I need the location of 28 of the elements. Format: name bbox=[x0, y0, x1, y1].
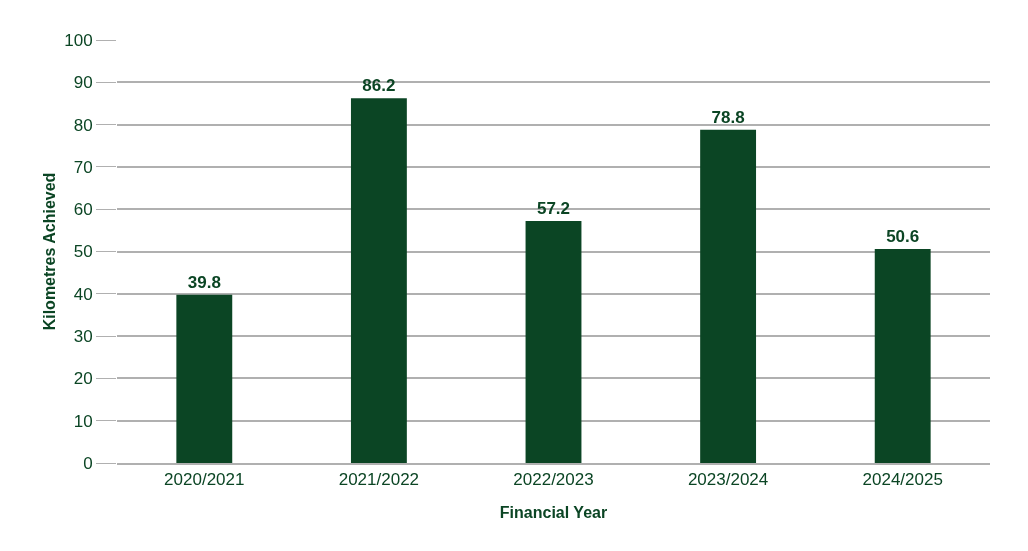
data-label: 57.2 bbox=[536, 199, 571, 219]
data-label: 78.8 bbox=[711, 107, 745, 127]
x-tick-label: 2023/2024 bbox=[687, 470, 769, 490]
y-tick-label: 0 bbox=[83, 453, 93, 473]
y-tick-label: 50 bbox=[73, 242, 93, 262]
bar bbox=[176, 294, 233, 463]
y-axis-title: Kilometres Achieved bbox=[41, 172, 59, 331]
bar bbox=[874, 248, 931, 463]
y-tick-label: 20 bbox=[73, 369, 93, 389]
y-tick-label: 10 bbox=[73, 411, 93, 431]
bar bbox=[525, 221, 582, 463]
bar bbox=[700, 129, 757, 463]
y-tick-label: 70 bbox=[73, 157, 93, 177]
data-label: 86.2 bbox=[362, 76, 396, 96]
y-tick-label: 80 bbox=[73, 115, 93, 135]
x-tick-label: 2021/2022 bbox=[338, 470, 420, 490]
y-tick-label: 60 bbox=[73, 200, 93, 220]
x-tick-label: 2020/2021 bbox=[164, 470, 245, 490]
x-tick-label: 2024/2025 bbox=[862, 470, 943, 490]
data-label: 39.8 bbox=[187, 272, 221, 292]
x-axis-title: Financial Year bbox=[499, 503, 608, 521]
y-tick-label: 40 bbox=[73, 284, 93, 304]
y-tick-label: 90 bbox=[73, 73, 93, 93]
y-tick-label: 100 bbox=[64, 30, 93, 50]
bar bbox=[350, 98, 407, 463]
y-tick-label: 30 bbox=[73, 327, 93, 347]
data-label: 50.6 bbox=[886, 226, 920, 246]
x-tick-label: 2022/2023 bbox=[513, 470, 594, 490]
